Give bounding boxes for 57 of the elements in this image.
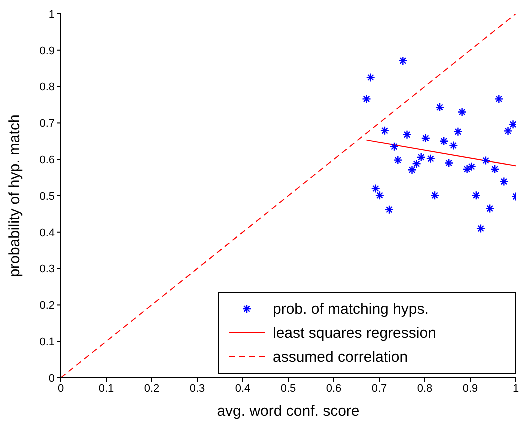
point — [472, 191, 482, 200]
legend-label: prob. of matching hyps. — [273, 300, 429, 318]
y-tick-label: 0.7 — [40, 118, 55, 130]
point — [494, 94, 504, 104]
x-tick-label: 0.2 — [144, 382, 160, 395]
point — [485, 204, 495, 214]
y-tick-label: 0.1 — [40, 336, 55, 349]
point — [408, 166, 417, 175]
y-tick-label: 0.8 — [40, 82, 55, 94]
point — [398, 56, 408, 66]
point — [384, 205, 394, 214]
legend-label: assumed correlation — [273, 348, 408, 366]
y-tick-label: 0.3 — [40, 264, 55, 276]
point — [362, 94, 372, 104]
point — [412, 159, 422, 169]
point — [435, 102, 445, 112]
y-tick-label: 1 — [48, 8, 55, 21]
point — [444, 158, 454, 168]
x-axis-title: avg. word conf. score — [217, 403, 360, 420]
point — [416, 152, 426, 162]
point — [454, 127, 463, 137]
point — [458, 108, 467, 117]
point — [440, 136, 449, 146]
point — [426, 154, 436, 164]
x-tick-label: 0.8 — [417, 382, 433, 395]
x-tick-label: 0.4 — [235, 382, 251, 395]
point — [490, 164, 500, 174]
x-tick-label: 0.1 — [98, 382, 114, 395]
x-tick-label: 0.5 — [280, 382, 296, 395]
x-tick-label: 0 — [58, 382, 64, 395]
x-tick-label: 0.6 — [326, 382, 342, 395]
y-tick-label: 0.5 — [40, 190, 55, 203]
point — [430, 191, 440, 200]
y-tick-label: 0.4 — [40, 227, 55, 240]
point — [371, 184, 380, 194]
point — [394, 156, 403, 165]
point — [421, 134, 431, 144]
point — [449, 141, 458, 150]
y-axis-title: probability of hyp. match — [6, 114, 24, 278]
point — [375, 191, 385, 200]
point — [504, 126, 513, 136]
y-tick-label: 0.2 — [40, 300, 55, 312]
y-tick-label: 0 — [48, 372, 55, 385]
point — [366, 73, 376, 82]
point — [390, 142, 400, 152]
legend-label: least squares regression — [273, 324, 436, 342]
point — [402, 130, 412, 140]
x-tick-label: 0.7 — [372, 382, 388, 395]
point — [380, 126, 390, 136]
point — [476, 224, 486, 234]
x-tick-label: 1 — [512, 382, 520, 395]
y-tick-label: 0.6 — [40, 154, 55, 167]
x-tick-label: 0.3 — [190, 382, 206, 395]
point — [500, 177, 509, 186]
y-tick-label: 0.9 — [40, 45, 55, 58]
x-tick-label: 0.9 — [462, 382, 478, 395]
point — [481, 156, 491, 166]
